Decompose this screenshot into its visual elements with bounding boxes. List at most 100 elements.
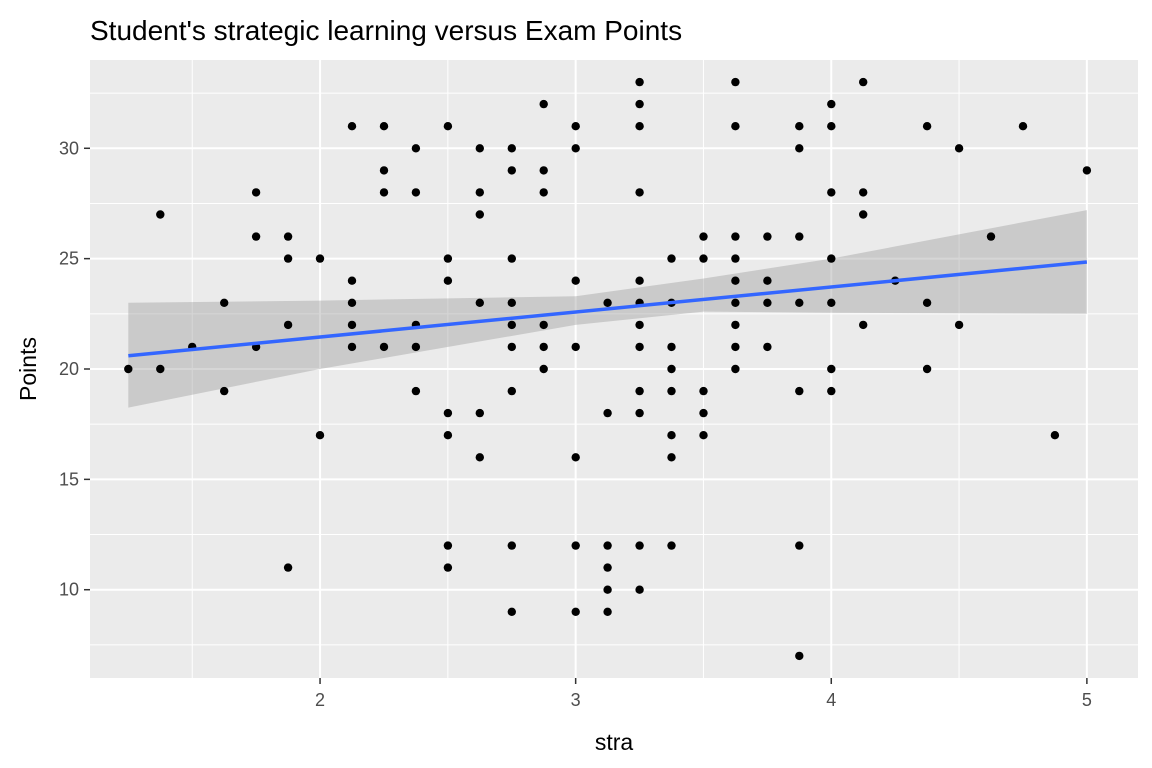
data-point bbox=[795, 651, 804, 661]
data-point bbox=[603, 563, 612, 572]
data-point bbox=[539, 320, 548, 330]
data-point bbox=[251, 232, 261, 241]
data-point bbox=[667, 431, 676, 440]
data-point bbox=[539, 166, 548, 175]
data-point bbox=[475, 188, 484, 197]
data-point bbox=[443, 431, 453, 440]
data-point bbox=[667, 364, 676, 374]
data-points bbox=[124, 77, 1092, 661]
data-point bbox=[731, 77, 740, 87]
data-point bbox=[986, 232, 996, 241]
data-point bbox=[411, 386, 421, 396]
data-point bbox=[220, 298, 229, 307]
data-point bbox=[795, 541, 804, 550]
data-point bbox=[635, 188, 644, 197]
data-point bbox=[1082, 166, 1092, 175]
data-point bbox=[475, 298, 484, 307]
data-point bbox=[571, 342, 580, 352]
data-point bbox=[507, 166, 516, 175]
data-point bbox=[283, 232, 293, 241]
data-point bbox=[731, 320, 740, 330]
data-point bbox=[635, 386, 644, 396]
data-point bbox=[699, 386, 708, 396]
data-point bbox=[1050, 431, 1060, 440]
data-point bbox=[763, 298, 772, 307]
data-point bbox=[731, 232, 740, 241]
y-tick-label: 20 bbox=[59, 359, 79, 379]
data-point bbox=[539, 342, 548, 352]
data-point bbox=[379, 342, 389, 352]
data-point bbox=[156, 364, 165, 374]
data-point bbox=[763, 232, 772, 241]
y-axis-title: Points bbox=[15, 337, 41, 401]
data-point bbox=[347, 122, 357, 131]
data-point bbox=[124, 364, 133, 374]
data-point bbox=[795, 232, 804, 241]
data-point bbox=[443, 541, 453, 550]
data-point bbox=[795, 386, 804, 396]
data-point bbox=[315, 254, 325, 263]
data-point bbox=[827, 364, 836, 374]
data-point bbox=[731, 364, 740, 374]
data-point bbox=[635, 122, 644, 131]
data-point bbox=[411, 144, 421, 153]
data-point bbox=[379, 188, 389, 197]
data-point bbox=[954, 320, 964, 330]
data-point bbox=[699, 408, 708, 418]
data-point bbox=[475, 210, 484, 219]
data-point bbox=[635, 99, 644, 109]
x-tick-label: 5 bbox=[1082, 690, 1092, 710]
chart-title: Student's strategic learning versus Exam… bbox=[90, 15, 682, 46]
x-axis-ticks: 2 3 4 5 bbox=[315, 678, 1092, 710]
data-point bbox=[699, 254, 708, 263]
data-point bbox=[731, 122, 740, 131]
data-point bbox=[699, 431, 708, 440]
data-point bbox=[635, 585, 644, 594]
data-point bbox=[571, 541, 580, 550]
x-tick-label: 2 bbox=[315, 690, 325, 710]
data-point bbox=[507, 541, 516, 550]
data-point bbox=[827, 122, 836, 131]
data-point bbox=[667, 541, 676, 550]
data-point bbox=[795, 144, 804, 153]
x-axis-title: stra bbox=[595, 729, 634, 755]
data-point bbox=[507, 607, 516, 616]
data-point bbox=[347, 298, 357, 307]
y-axis-ticks: 10 15 20 25 30 bbox=[59, 138, 90, 600]
data-point bbox=[283, 563, 293, 572]
data-point bbox=[475, 144, 484, 153]
x-tick-label: 3 bbox=[571, 690, 581, 710]
data-point bbox=[411, 188, 421, 197]
data-point bbox=[347, 342, 357, 352]
data-point bbox=[283, 320, 293, 330]
data-point bbox=[379, 166, 389, 175]
data-point bbox=[635, 77, 644, 87]
data-point bbox=[827, 298, 836, 307]
y-tick-label: 30 bbox=[59, 138, 79, 158]
data-point bbox=[603, 585, 612, 594]
data-point bbox=[475, 453, 484, 462]
data-point bbox=[859, 320, 868, 330]
data-point bbox=[667, 453, 676, 462]
data-point bbox=[539, 99, 548, 109]
data-point bbox=[667, 342, 676, 352]
data-point bbox=[603, 298, 612, 307]
data-point bbox=[731, 254, 740, 263]
y-tick-label: 15 bbox=[59, 469, 79, 489]
data-point bbox=[635, 320, 644, 330]
data-point bbox=[507, 144, 516, 153]
data-point bbox=[731, 276, 740, 285]
data-point bbox=[954, 144, 964, 153]
data-point bbox=[859, 188, 868, 197]
data-point bbox=[283, 254, 293, 263]
data-point bbox=[922, 122, 932, 131]
data-point bbox=[379, 122, 389, 131]
data-point bbox=[763, 276, 772, 285]
data-point bbox=[411, 342, 421, 352]
data-point bbox=[443, 563, 453, 572]
data-point bbox=[859, 77, 868, 87]
data-point bbox=[156, 210, 165, 219]
data-point bbox=[731, 298, 740, 307]
data-point bbox=[827, 188, 836, 197]
